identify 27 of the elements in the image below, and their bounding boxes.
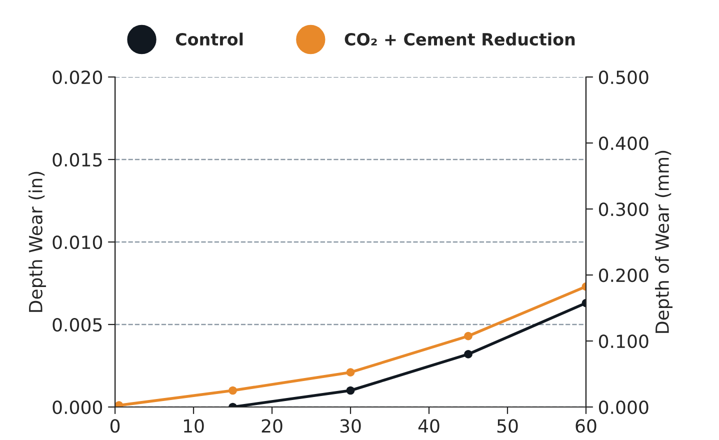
y-tick-label: 0.005 <box>52 318 102 332</box>
point <box>464 332 472 340</box>
y-tick-label: 0.020 <box>52 70 102 84</box>
x-tick-label: 0 <box>110 419 120 433</box>
y2-tick-label: 0.300 <box>598 202 648 216</box>
x-tick-label: 10 <box>184 419 204 433</box>
y2-tick-label: 0.000 <box>598 400 648 414</box>
x-tick-label: 40 <box>418 419 440 433</box>
y-tick-label: 0.010 <box>52 235 102 250</box>
x-tick-label: 20 <box>262 419 282 433</box>
legend-label: CO₂ + Cement Reduction <box>344 32 575 46</box>
x-tick-label: 30 <box>340 419 361 433</box>
y-axis-title: Depth Wear (in) <box>28 172 46 312</box>
point <box>346 386 355 395</box>
y2-tick-label: 0.200 <box>598 268 648 282</box>
y2-axis-title: Depth of Wear (mm) <box>655 150 673 333</box>
y-tick-label: 0.000 <box>52 400 102 414</box>
point <box>464 350 472 358</box>
y2-tick-label: 0.500 <box>598 70 648 84</box>
legend-label: Control <box>176 32 243 46</box>
y-tick-label: 0.015 <box>52 152 102 167</box>
y2-tick-label: 0.100 <box>598 334 648 348</box>
point <box>346 368 355 377</box>
point <box>228 386 237 395</box>
y2-tick-label: 0.400 <box>598 136 648 150</box>
x-tick-label: 50 <box>497 419 518 433</box>
x-tick-label: 60 <box>576 419 596 433</box>
